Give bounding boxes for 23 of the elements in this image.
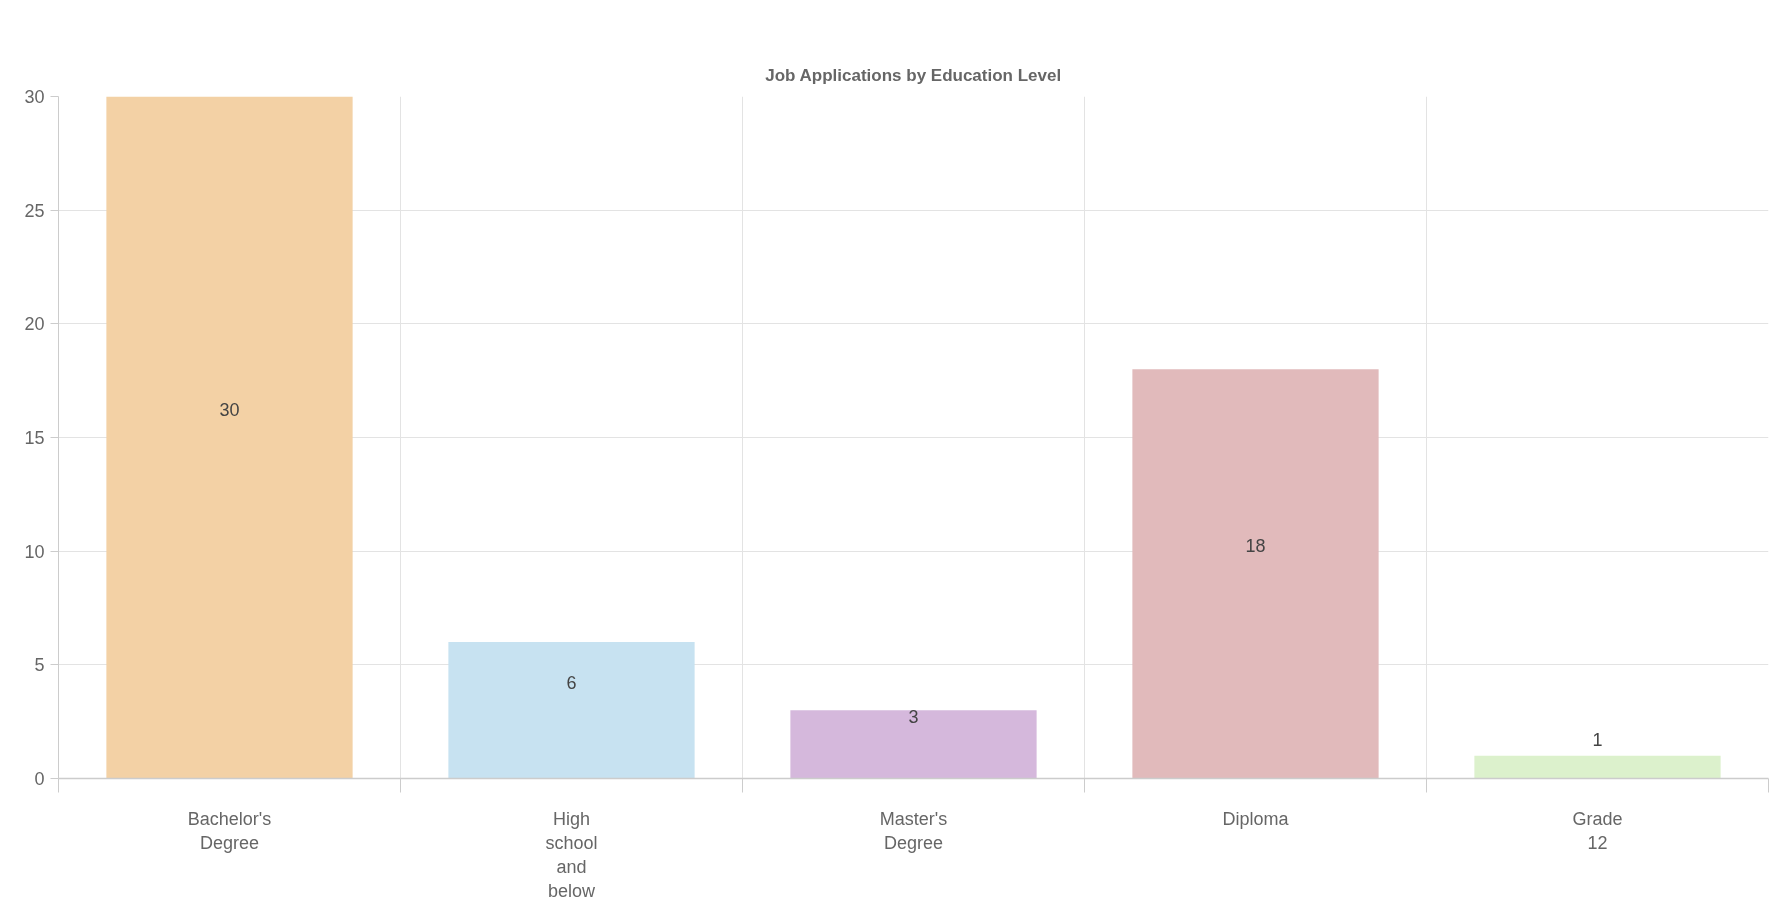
y-tick-label: 15 (24, 428, 45, 448)
x-tick-label: Diploma (1222, 808, 1290, 829)
y-tick-label: 10 (24, 541, 45, 562)
y-tick-label: 25 (24, 200, 45, 221)
data-label: 6 (566, 672, 577, 693)
x-tick-label: High school and below (545, 808, 598, 901)
y-tick-label: 20 (24, 314, 45, 335)
bar (1474, 755, 1721, 779)
bar (106, 96, 353, 779)
y-tick-label: 0 (34, 769, 45, 789)
x-tick-label: Grade 12 (1572, 808, 1623, 853)
chart-title: Job Applications by Education Level (765, 66, 1062, 85)
data-label: 3 (908, 706, 919, 727)
y-tick-label: 5 (34, 655, 45, 676)
data-label: 1 (1592, 729, 1603, 750)
bar (448, 642, 695, 779)
data-label: 18 (1245, 536, 1266, 557)
x-tick-label: Master's Degree (879, 808, 948, 853)
bar (1132, 369, 1379, 779)
x-tick-label: Bachelor's Degree (187, 808, 272, 853)
y-tick-label: 30 (24, 87, 45, 107)
bar (790, 710, 1037, 779)
data-label: 30 (219, 400, 240, 420)
